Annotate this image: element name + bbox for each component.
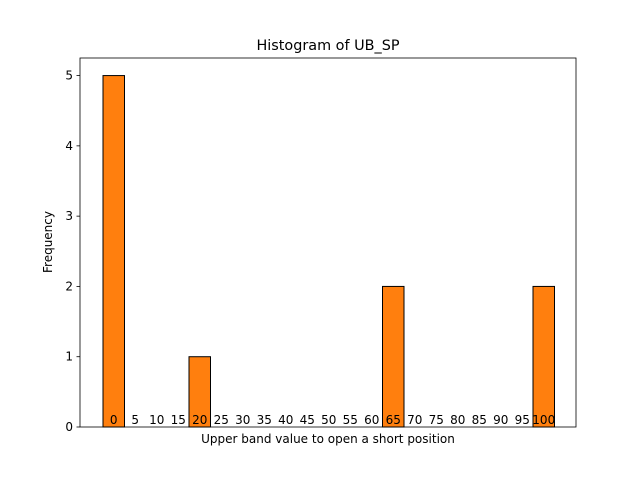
y-tick-label: 2 bbox=[65, 279, 73, 293]
x-tick-label: 15 bbox=[171, 413, 186, 427]
x-tick-label: 25 bbox=[214, 413, 229, 427]
x-tick-label: 80 bbox=[450, 413, 465, 427]
bar-65 bbox=[382, 285, 405, 428]
x-axis-label: Upper band value to open a short positio… bbox=[201, 432, 455, 446]
x-tick-label: 40 bbox=[278, 413, 293, 427]
y-tick-label: 4 bbox=[65, 139, 73, 153]
x-tick-label: 5 bbox=[131, 413, 139, 427]
x-tick-label: 60 bbox=[364, 413, 379, 427]
x-tick-label: 50 bbox=[321, 413, 336, 427]
y-tick-label: 0 bbox=[65, 420, 73, 434]
x-tick-labels: 0 5 10 15 20 25 30 35 40 45 50 55 60 65 70 75 80 85 90 95 10… bbox=[110, 413, 555, 427]
x-tick-label: 95 bbox=[515, 413, 530, 427]
chart-title: Histogram of UB_SP bbox=[256, 38, 399, 54]
bars-group bbox=[102, 75, 555, 428]
y-tick-label: 1 bbox=[65, 350, 73, 364]
x-tick-label: 100 bbox=[532, 413, 555, 427]
y-axis-label: Frequency bbox=[41, 211, 55, 273]
y-tick-label: 3 bbox=[65, 209, 73, 223]
x-tick-label: 90 bbox=[493, 413, 508, 427]
x-tick-label: 20 bbox=[192, 413, 207, 427]
x-tick-label: 70 bbox=[407, 413, 422, 427]
x-tick-label: 55 bbox=[343, 413, 358, 427]
x-tick-label: 10 bbox=[149, 413, 164, 427]
x-tick-label: 35 bbox=[257, 413, 272, 427]
x-tick-label: 65 bbox=[386, 413, 401, 427]
bar-100 bbox=[532, 285, 555, 428]
plot-frame bbox=[79, 57, 577, 428]
bar-0 bbox=[102, 75, 125, 428]
y-tick-label: 5 bbox=[65, 69, 73, 83]
x-tick-label: 75 bbox=[429, 413, 444, 427]
y-axis: 0 1 2 3 4 5 bbox=[65, 69, 80, 434]
x-tick-label: 85 bbox=[472, 413, 487, 427]
x-tick-label: 0 bbox=[110, 413, 118, 427]
x-tick-label: 30 bbox=[235, 413, 250, 427]
x-tick-label: 45 bbox=[300, 413, 315, 427]
